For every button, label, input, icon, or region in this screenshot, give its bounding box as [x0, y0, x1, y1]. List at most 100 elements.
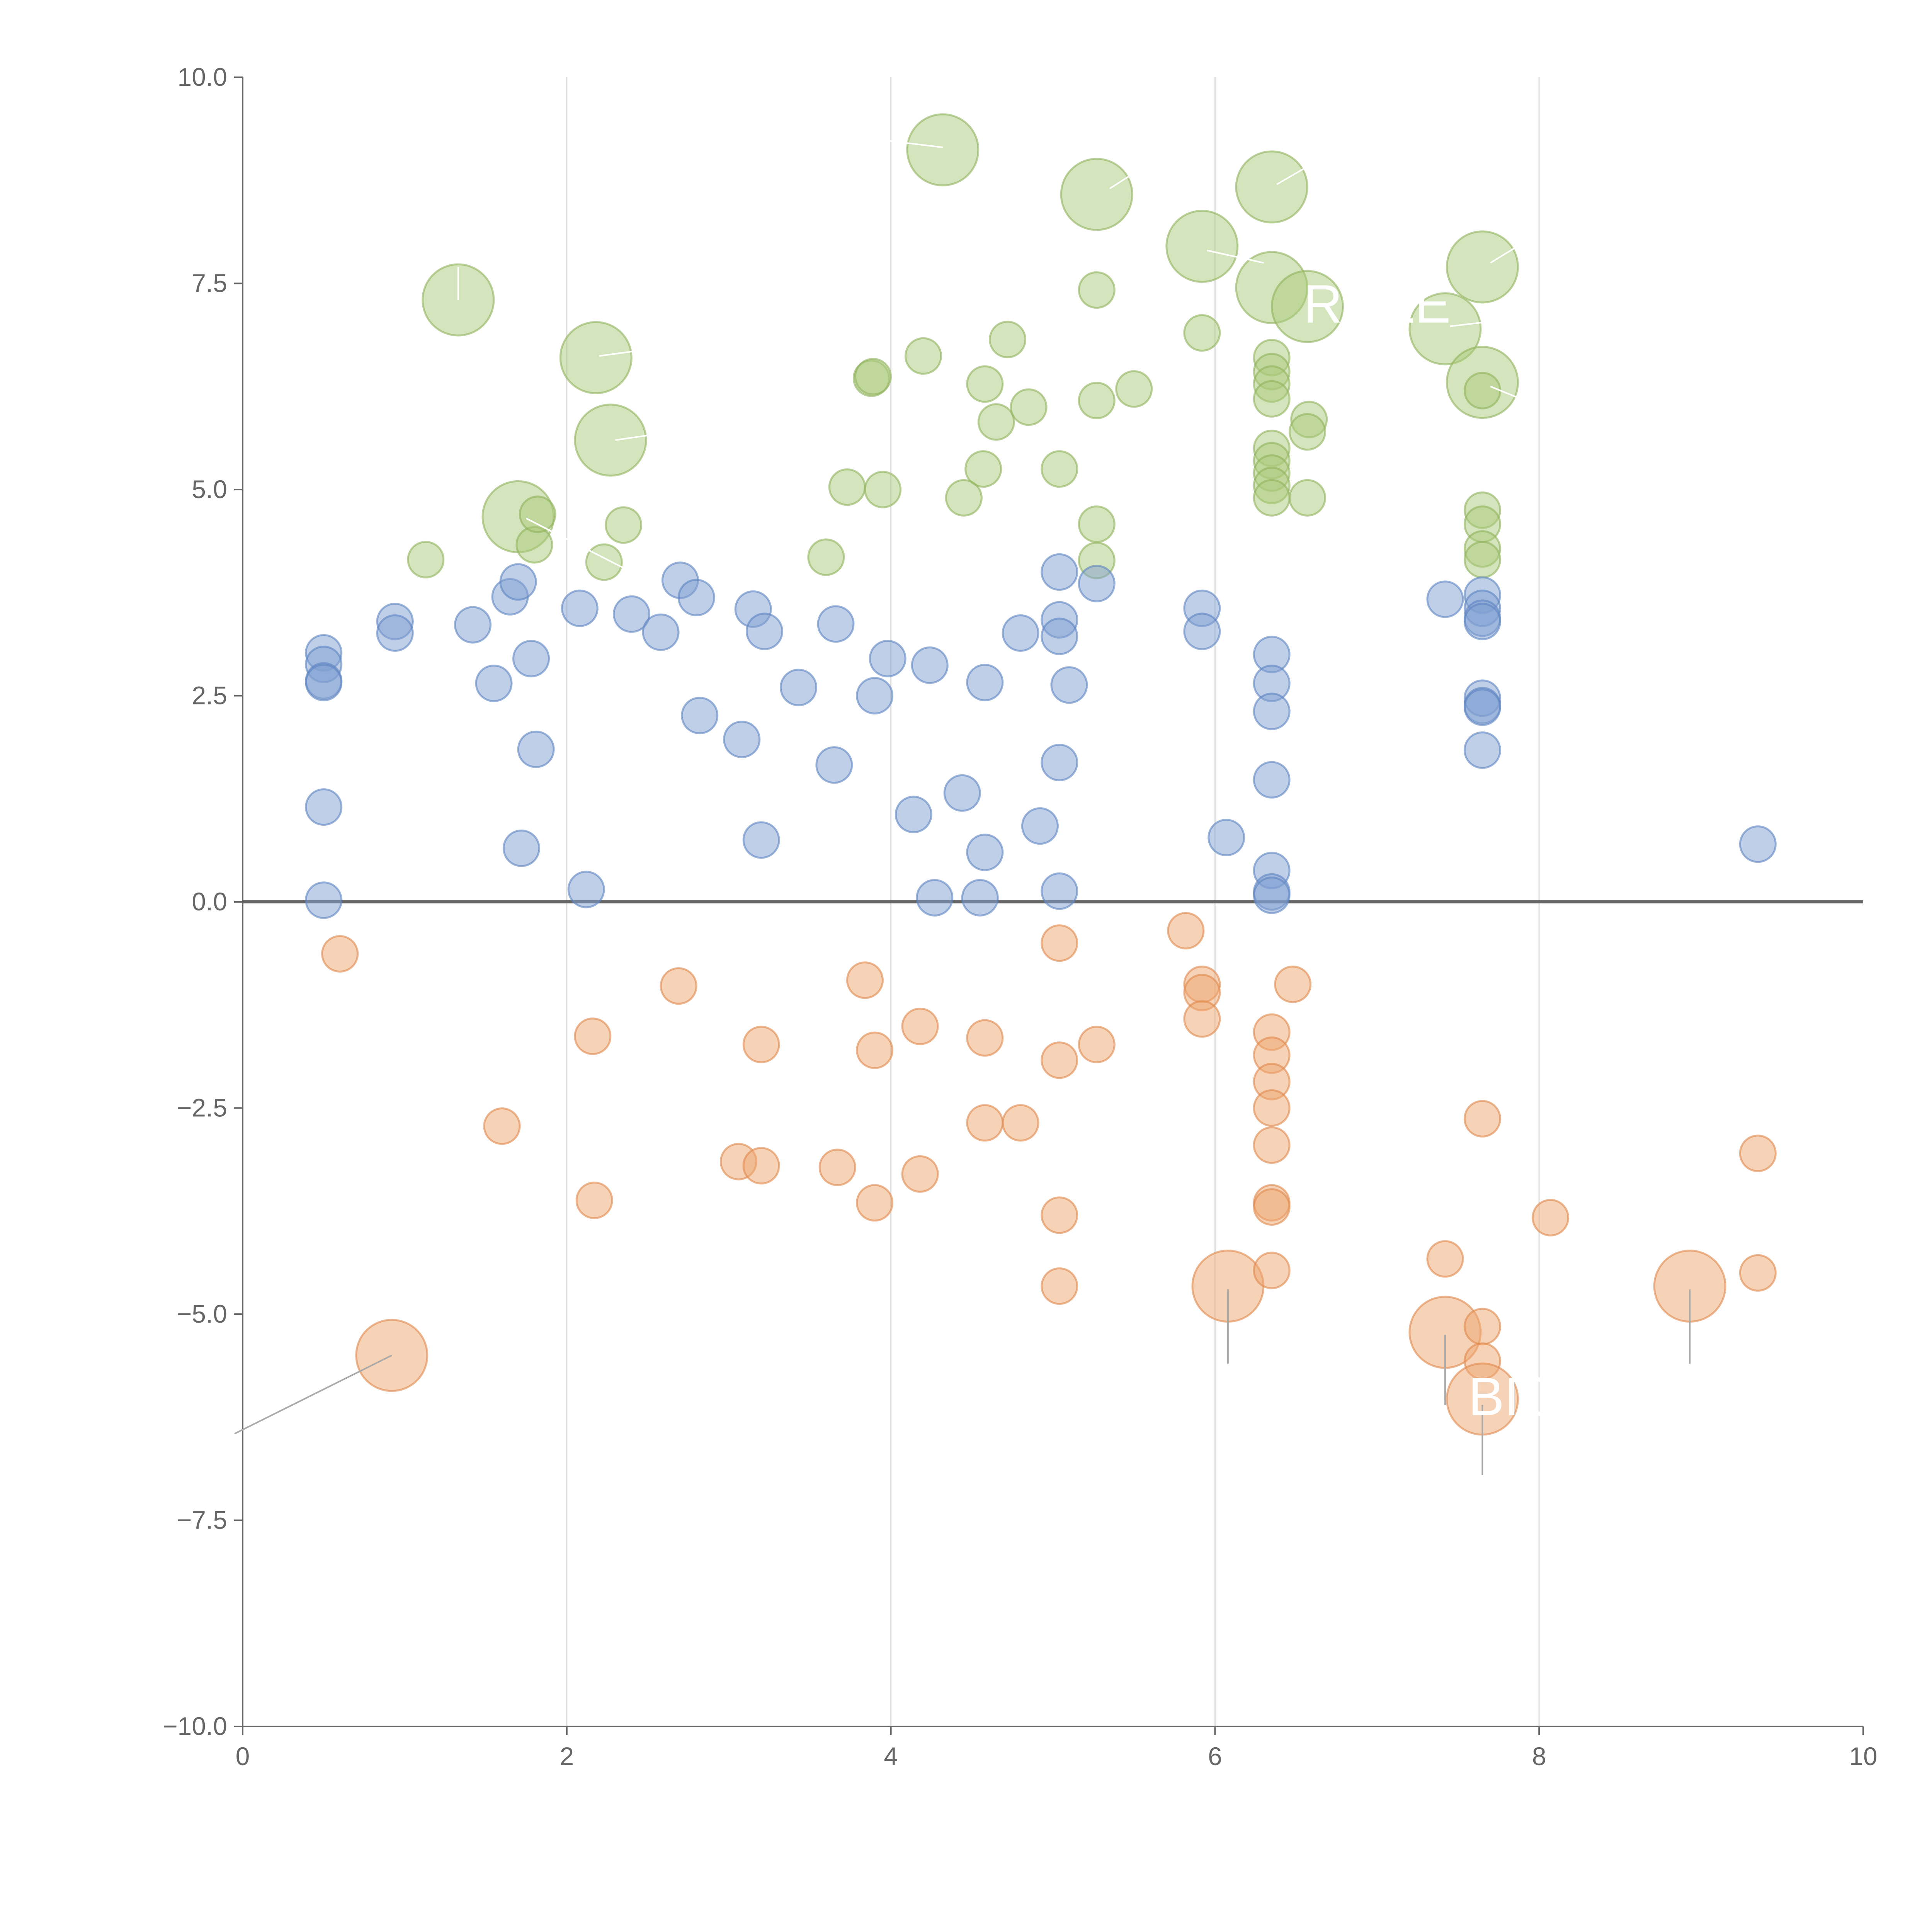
green-bubble	[1115, 370, 1153, 408]
orange-bubble	[1253, 1188, 1291, 1226]
y-tick-label: 10.0	[178, 63, 227, 91]
green-bubble	[989, 321, 1027, 359]
x-tick-label: 2	[560, 1742, 574, 1770]
blue-bubble	[1463, 602, 1501, 640]
blue-bubble	[745, 612, 783, 650]
orange-bubble	[1041, 1267, 1078, 1305]
x-tick-label: 4	[884, 1742, 898, 1770]
blue-bubble	[1463, 688, 1501, 726]
y-tick-label: −7.5	[177, 1506, 227, 1534]
annotation-leader-line	[1207, 250, 1264, 264]
orange-bubble	[901, 1007, 939, 1045]
leader-lines	[234, 138, 1691, 1475]
blue-bubble	[943, 774, 981, 812]
blue-bubble	[567, 871, 605, 908]
orange-bubble	[1739, 1254, 1777, 1292]
green-bubble	[1078, 505, 1116, 543]
orange-bubble	[1463, 1308, 1501, 1345]
blue-bubble	[1426, 580, 1464, 618]
blue-bubble	[1253, 692, 1291, 730]
blue-bubble	[780, 668, 818, 706]
blue-bubble	[499, 563, 537, 601]
green-bubble	[1446, 230, 1519, 304]
blue-bubble	[305, 881, 343, 919]
annotation-leader-line	[1490, 237, 1532, 264]
orange-bubble	[742, 1147, 780, 1185]
green-bubble	[966, 365, 1004, 403]
blue-bubble	[1041, 743, 1078, 781]
blue-bubble	[517, 730, 555, 768]
green-bubble	[854, 358, 892, 396]
green-bubble	[1463, 541, 1501, 578]
green-bubble	[1041, 450, 1078, 488]
blue-bubble	[1183, 612, 1221, 650]
y-tick-label: 0.0	[192, 887, 227, 916]
annotation-leader-line	[234, 1354, 392, 1435]
green-bubble	[407, 541, 445, 578]
blue-bubble	[1021, 807, 1059, 845]
blue-bubble	[1463, 731, 1501, 769]
blue-bubble	[1002, 614, 1039, 652]
orange-bubble	[1041, 1041, 1078, 1079]
annotation-label: ROLE	[1303, 274, 1451, 334]
blue-bubble	[961, 879, 999, 917]
orange-bubble	[1253, 1252, 1291, 1289]
blue-bubble	[305, 663, 343, 701]
green-bubble	[906, 113, 980, 187]
blue-bubble	[642, 613, 680, 651]
blue-bubble	[376, 614, 414, 652]
bubbles	[305, 113, 1777, 1436]
green-bubble	[1060, 158, 1133, 231]
orange-bubble	[966, 1104, 1004, 1142]
orange-bubble	[1532, 1199, 1570, 1236]
annotations: ROLE BIO	[1303, 274, 1561, 1427]
green-bubble	[519, 495, 556, 533]
orange-bubble	[1002, 1104, 1039, 1142]
blue-bubble	[869, 639, 906, 677]
green-bubble	[945, 479, 983, 517]
blue-bubble	[681, 697, 719, 735]
y-tick-label: 2.5	[192, 681, 227, 710]
blue-bubble	[1253, 876, 1291, 914]
orange-bubble	[483, 1107, 521, 1145]
blue-bubble	[1041, 553, 1078, 591]
blue-bubble	[966, 833, 1004, 871]
blue-bubble	[475, 664, 513, 702]
blue-bubble	[512, 639, 550, 677]
orange-bubble	[856, 1184, 894, 1222]
orange-bubble	[1426, 1240, 1464, 1278]
blue-bubble	[613, 595, 651, 633]
annotation-leader-line	[874, 138, 943, 148]
x-tick-label: 6	[1208, 1742, 1222, 1770]
green-bubble	[605, 506, 643, 544]
orange-bubble	[574, 1017, 612, 1055]
blue-bubble	[454, 606, 492, 644]
x-tick-label: 0	[236, 1742, 250, 1770]
y-tick-label: −10.0	[163, 1712, 227, 1740]
blue-bubble	[916, 879, 954, 917]
orange-bubble	[1253, 1126, 1291, 1164]
blue-bubble	[1253, 761, 1291, 799]
y-tick-label: 7.5	[192, 269, 227, 298]
green-bubble	[864, 471, 902, 509]
orange-bubble	[1041, 924, 1078, 962]
annotation-leader-line	[1276, 163, 1313, 185]
y-tick-label: 5.0	[192, 475, 227, 503]
blue-bubble	[1041, 617, 1078, 655]
orange-bubble	[1739, 1134, 1777, 1172]
green-bubble	[904, 337, 942, 375]
green-bubble	[1408, 292, 1482, 366]
annotation-leader-line	[1109, 167, 1143, 189]
orange-bubble	[575, 1182, 613, 1219]
y-tick-label: −5.0	[177, 1299, 227, 1328]
orange-bubble	[856, 1031, 894, 1069]
blue-bubble	[561, 589, 599, 627]
blue-bubble	[677, 579, 715, 617]
green-bubble	[1253, 479, 1291, 517]
blue-bubble	[911, 646, 949, 684]
green-bubble	[585, 543, 623, 581]
x-tick-label: 8	[1532, 1742, 1546, 1770]
blue-bubble	[817, 605, 855, 643]
orange-bubble	[1183, 1000, 1221, 1038]
annotation-leader-line	[1490, 386, 1531, 404]
